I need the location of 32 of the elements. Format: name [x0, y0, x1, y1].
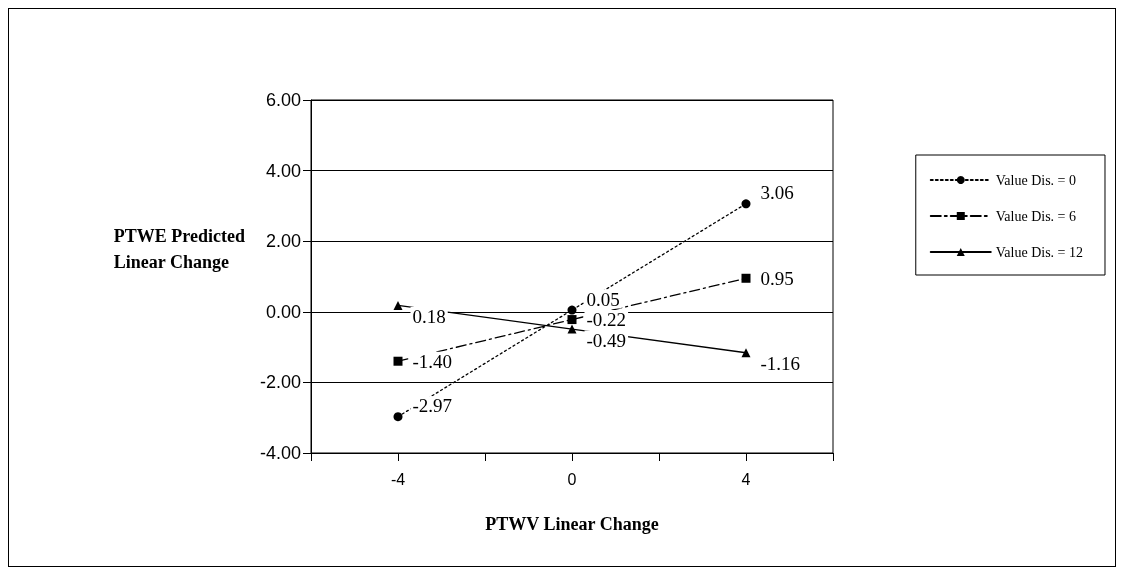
y-axis-title: PTWE Predicted Linear Change [113, 226, 246, 272]
point [741, 348, 751, 358]
point [393, 356, 403, 366]
x-tick-label: 4 [741, 470, 751, 488]
x-axis-title: PTWV Linear Change [485, 514, 659, 534]
data-label: 0.05 [586, 288, 620, 310]
y-tick-label: 2.00 [265, 231, 301, 252]
data-label: -2.97 [412, 395, 453, 417]
legend-label: Value Dis. = 6 [995, 208, 1077, 224]
y-tick-label: 4.00 [265, 160, 301, 181]
point [741, 273, 751, 283]
data-label: -1.40 [412, 350, 453, 372]
legend-label: Value Dis. = 0 [995, 172, 1077, 188]
x-tick-label: -4 [390, 470, 406, 488]
data-label: 3.06 [760, 182, 794, 204]
data-label: 0.18 [412, 305, 446, 327]
point [567, 324, 577, 334]
point [567, 305, 577, 315]
y-tick-label: 0.00 [265, 301, 301, 322]
y-tick-label: 6.00 [265, 90, 301, 110]
y-tick-label: -2.00 [259, 372, 301, 393]
point [741, 199, 751, 209]
y-tick-label: -4.00 [259, 443, 301, 463]
data-label: -0.49 [586, 329, 627, 351]
point [567, 315, 577, 325]
legend-label: Value Dis. = 12 [995, 244, 1084, 260]
data-label: 0.95 [760, 267, 794, 289]
x-tick-label: 0 [567, 470, 577, 488]
point [393, 412, 403, 422]
data-label: -1.16 [760, 353, 801, 375]
point [393, 300, 403, 310]
data-label: -0.22 [586, 309, 627, 331]
